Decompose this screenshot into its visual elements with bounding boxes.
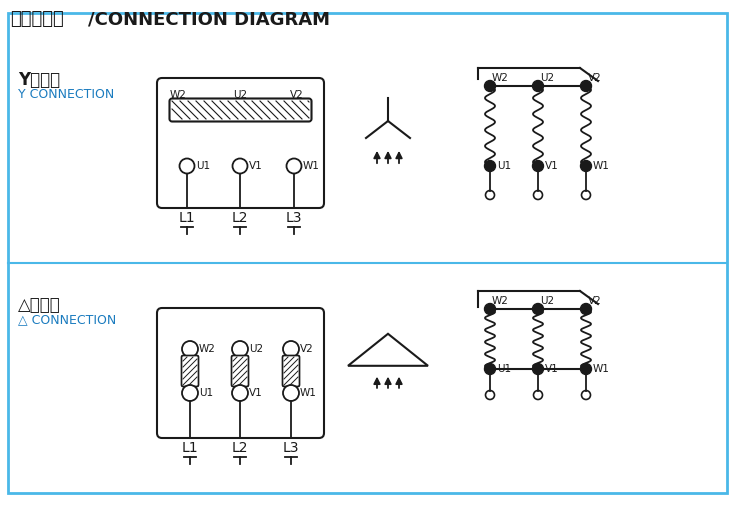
Circle shape [581, 304, 592, 314]
Circle shape [283, 385, 299, 401]
Circle shape [484, 364, 495, 374]
FancyBboxPatch shape [157, 308, 324, 438]
Text: L3: L3 [286, 211, 302, 225]
Circle shape [581, 191, 590, 200]
Text: W1: W1 [303, 161, 320, 171]
Circle shape [581, 364, 592, 374]
Text: U1: U1 [497, 364, 511, 374]
Text: W2: W2 [199, 344, 216, 354]
Text: U1: U1 [196, 161, 210, 171]
Text: U1: U1 [497, 161, 511, 171]
Text: U1: U1 [199, 388, 213, 398]
Circle shape [232, 385, 248, 401]
Text: V1: V1 [545, 161, 559, 171]
Circle shape [581, 160, 592, 172]
Text: W1: W1 [300, 388, 317, 398]
Text: /CONNECTION DIAGRAM: /CONNECTION DIAGRAM [88, 10, 330, 28]
Circle shape [532, 81, 543, 91]
Text: L2: L2 [232, 211, 248, 225]
Circle shape [179, 158, 195, 174]
Circle shape [287, 158, 301, 174]
Circle shape [534, 191, 542, 200]
FancyBboxPatch shape [157, 78, 324, 208]
Text: V1: V1 [249, 161, 262, 171]
Text: Y CONNECTION: Y CONNECTION [18, 88, 114, 101]
Text: W2: W2 [170, 90, 187, 100]
Circle shape [182, 341, 198, 357]
Circle shape [486, 191, 495, 200]
Text: W1: W1 [593, 364, 610, 374]
FancyBboxPatch shape [170, 98, 312, 122]
Text: V1: V1 [249, 388, 262, 398]
Circle shape [232, 158, 248, 174]
Circle shape [484, 160, 495, 172]
Circle shape [532, 364, 543, 374]
Text: W2: W2 [492, 296, 509, 306]
Circle shape [484, 304, 495, 314]
Circle shape [182, 385, 198, 401]
Text: △形接法: △形接法 [18, 296, 61, 314]
Circle shape [484, 81, 495, 91]
Text: V2: V2 [290, 90, 304, 100]
Circle shape [532, 304, 543, 314]
FancyBboxPatch shape [282, 355, 299, 387]
Text: △ CONNECTION: △ CONNECTION [18, 313, 116, 326]
Text: U2: U2 [540, 73, 554, 83]
Text: L2: L2 [232, 441, 248, 455]
Circle shape [283, 341, 299, 357]
Text: V1: V1 [545, 364, 559, 374]
Text: V2: V2 [588, 73, 602, 83]
Text: U2: U2 [540, 296, 554, 306]
FancyBboxPatch shape [232, 355, 248, 387]
Circle shape [581, 390, 590, 399]
Text: Y形接法: Y形接法 [18, 71, 60, 89]
Text: L3: L3 [283, 441, 299, 455]
Circle shape [534, 390, 542, 399]
Text: V2: V2 [300, 344, 314, 354]
FancyBboxPatch shape [182, 355, 198, 387]
Text: V2: V2 [588, 296, 602, 306]
Circle shape [486, 390, 495, 399]
Text: W2: W2 [492, 73, 509, 83]
Text: L1: L1 [182, 441, 198, 455]
Text: U2: U2 [233, 90, 247, 100]
Text: L1: L1 [179, 211, 196, 225]
Text: U2: U2 [249, 344, 263, 354]
Circle shape [581, 81, 592, 91]
Text: 接线示意图: 接线示意图 [10, 10, 64, 28]
Circle shape [232, 341, 248, 357]
Text: W1: W1 [593, 161, 610, 171]
Circle shape [532, 160, 543, 172]
